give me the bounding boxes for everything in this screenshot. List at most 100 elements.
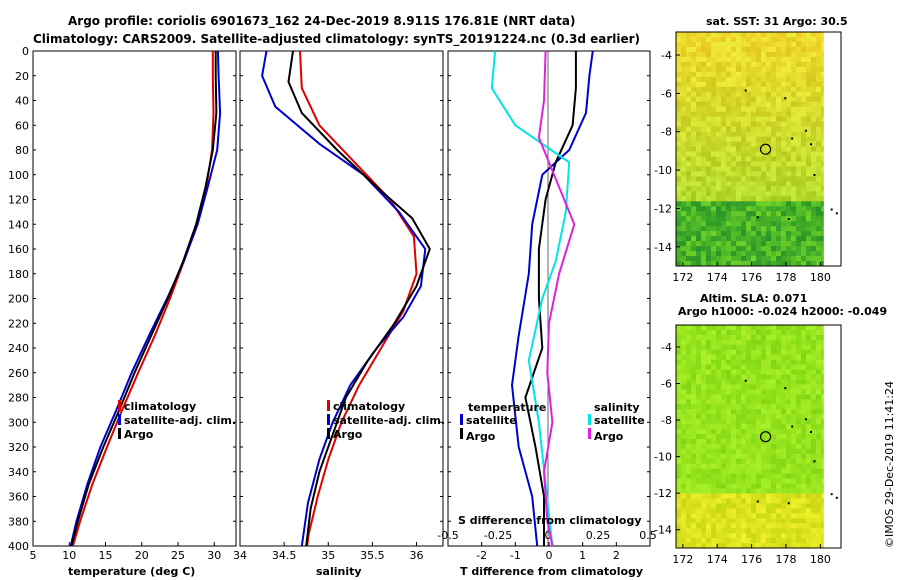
map-cell [676,146,682,152]
map-cell [711,42,717,48]
map-cell [761,513,767,519]
map-cell [806,483,812,489]
map-cell [696,256,702,262]
map-cell [756,364,762,370]
map-cell [791,448,797,455]
map-cell [736,523,742,529]
map-cell [771,503,777,509]
map-cell [761,493,767,499]
map-cell [701,181,707,187]
map-cell [741,434,747,440]
map-cell [691,330,697,336]
s-difference-axis-label: S difference from climatology [458,514,642,527]
map-cell [726,543,732,549]
sst-map: 172 174 176 178 180-4-6-8-10-12-14 [654,32,842,284]
map-cell [681,389,687,395]
map-cell [711,211,717,217]
map-cell [806,364,812,370]
map-cell [746,349,752,356]
island-marker [787,218,790,221]
map-cell [676,483,682,489]
s-diff-tick-label: -0.25 [484,529,512,542]
map-cell [766,42,772,48]
map-x-tick-label: 172 [672,553,693,566]
map-cell [676,448,682,455]
map-cell [766,261,772,267]
map-cell [736,231,742,237]
map-cell [786,374,792,380]
map-cell [791,349,797,356]
map-cell [746,483,752,489]
map-cell [766,116,772,122]
map-cell [781,443,787,450]
map-cell [726,434,732,440]
map-cell [786,448,792,455]
map-cell [766,389,772,395]
map-cell [801,404,807,410]
s-diff-tick-label: -0.5 [437,529,458,542]
map-cell [766,166,772,172]
map-cell [801,325,807,331]
map-cell [696,439,702,445]
map-cell [806,453,812,460]
map-cell [756,81,762,88]
legend-climatology-swatch [327,400,330,411]
map-cell [746,369,752,375]
map-cell [691,181,697,187]
map-cell [751,116,757,122]
map-cell [701,424,707,430]
map-cell [771,46,777,53]
map-cell [796,241,802,247]
map-cell [701,111,707,118]
map-cell [801,384,807,390]
map-cell [721,508,727,514]
map-cell [691,161,697,167]
map-cell [821,221,827,227]
map-cell [816,42,822,48]
map-cell [821,439,827,445]
map-cell [686,518,692,524]
map-cell [726,131,732,137]
map-cell [746,206,752,212]
map-cell [676,394,682,400]
map-cell [796,409,802,415]
map-cell [751,96,757,103]
map-cell [701,241,707,247]
map-cell [811,101,817,108]
map-cell [791,151,797,157]
map-cell [696,56,702,63]
map-cell [691,424,697,430]
map-cell [676,498,682,504]
map-cell [791,51,797,58]
map-cell [791,116,797,122]
map-cell [811,533,817,539]
map-cell [756,533,762,539]
map-cell [736,369,742,375]
map-cell [771,261,777,267]
map-cell [716,533,722,539]
map-cell [781,414,787,420]
map-cell [801,71,807,78]
map-cell [801,151,807,157]
map-cell [766,538,772,544]
map-cell [706,409,712,415]
map-cell [736,453,742,460]
map-cell [741,498,747,504]
map-cell [706,46,712,53]
map-cell [731,241,737,247]
map-cell [736,334,742,341]
map-cell [711,246,717,252]
map-cell [756,181,762,187]
map-cell [741,448,747,455]
map-cell [741,384,747,390]
map-cell [676,86,682,93]
map-cell [736,439,742,445]
map-cell [696,419,702,425]
map-x-tick-label: 172 [672,271,693,284]
map-cell [681,91,687,98]
map-cell [706,483,712,489]
map-cell [791,106,797,113]
map-cell [781,191,787,197]
map-cell [746,399,752,405]
map-cell [801,56,807,63]
